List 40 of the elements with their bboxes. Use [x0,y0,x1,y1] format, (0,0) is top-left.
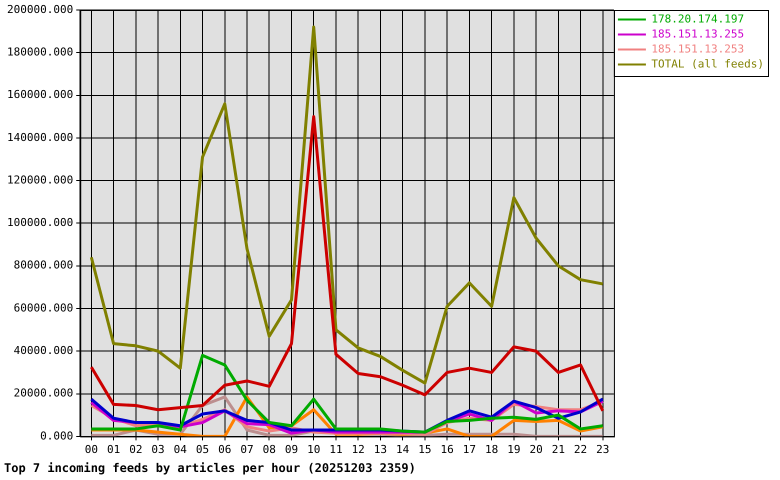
x-tick-label: 09 [284,442,298,456]
x-tick-label: 14 [396,442,410,456]
legend-label: 185.151.13.255 [651,27,744,40]
x-tick-label: 08 [262,442,276,456]
x-tick-label: 22 [574,442,588,456]
x-tick-label: 12 [352,442,365,456]
legend-label: 178.20.174.197 [651,12,744,26]
x-tick-label: 17 [462,442,476,456]
y-tick-label: 140000.000 [6,130,74,144]
x-tick-label: 21 [552,442,565,456]
y-tick-label: 0.000 [40,429,74,442]
x-tick-label: 10 [307,442,320,456]
y-tick-label: 80000.000 [14,258,74,272]
x-tick-label: 03 [151,442,165,456]
x-tick-label: 13 [374,442,388,456]
x-tick-label: 02 [129,442,142,456]
y-tick-label: 160000.000 [6,88,74,102]
x-tick-label: 16 [440,442,454,456]
y-tick-label: 120000.000 [6,173,74,186]
x-tick-label: 19 [507,442,520,456]
y-tick-label: 40000.000 [14,344,74,357]
y-tick-label: 100000.000 [6,216,74,230]
text: Top 7 incoming feeds by articles per hour (20251203 2359) [4,460,416,475]
x-tick-label: 23 [596,442,610,456]
x-tick-label: 18 [484,442,498,456]
x-tick-label: 01 [106,442,120,456]
y-tick-label: 60000.000 [14,301,74,314]
x-tick-label: 06 [218,442,232,456]
x-tick-label: 11 [329,442,343,456]
x-tick-label: 15 [418,442,432,456]
x-tick-label: 00 [84,442,98,456]
y-tick-label: 180000.000 [6,46,74,58]
legend-label: 185.151.13.253 [651,42,744,56]
x-tick-label: 20 [529,442,543,456]
x-tick-label: 04 [174,442,188,456]
y-tick-label: 20000.000 [14,386,74,400]
legend-label: TOTAL (all feeds) [651,57,764,70]
x-tick-label: 05 [196,442,210,456]
y-tick-label: 200000.000 [6,2,74,16]
x-tick-label: 07 [240,442,254,456]
